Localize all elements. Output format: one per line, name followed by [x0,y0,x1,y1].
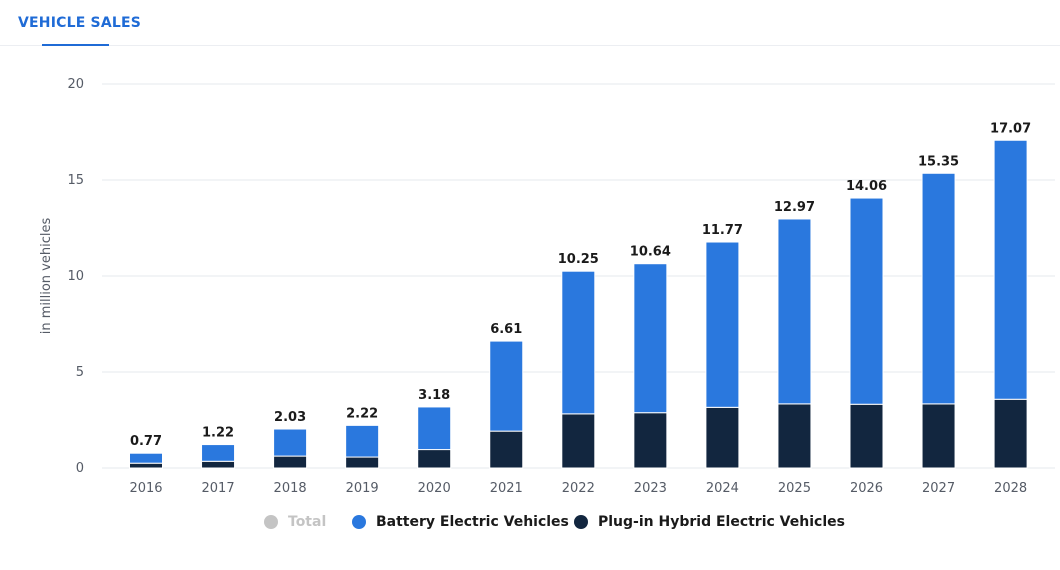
legend-label-plug-in-hybrid: Plug-in Hybrid Electric Vehicles [598,514,845,530]
y-axis-ticks: 0 5 10 15 20 [67,77,84,476]
y-tick-label-20: 20 [67,77,84,92]
x-tick-label-2020: 2020 [418,481,451,496]
bar-phev-2024[interactable] [705,406,740,469]
legend-item-plug-in-hybrid[interactable]: Plug-in Hybrid Electric Vehicles [574,514,845,530]
data-label-total-2021: 6.61 [490,322,522,337]
x-tick-label-2028: 2028 [994,481,1027,496]
data-label-total-2020: 3.18 [418,388,450,403]
bar-bev-2025[interactable] [777,218,812,405]
bar-phev-2021[interactable] [489,430,524,469]
bar-phev-2019[interactable] [345,456,380,469]
bar-bev-2026[interactable] [849,197,884,405]
x-tick-label-2024: 2024 [706,481,739,496]
bar-phev-2020[interactable] [417,449,452,469]
bar-bev-2027[interactable] [921,172,956,405]
bar-phev-2025[interactable] [777,403,812,469]
active-tab-indicator [42,44,109,46]
bar-bev-2028[interactable] [993,139,1028,400]
x-tick-label-2022: 2022 [562,481,595,496]
x-tick-label-2021: 2021 [490,481,523,496]
y-tick-label-10: 10 [67,269,84,284]
legend-label-total: Total [288,514,327,530]
data-label-total-2018: 2.03 [274,410,306,425]
data-label-total-2024: 11.77 [702,223,743,238]
data-label-total-2027: 15.35 [918,154,959,169]
data-label-total-2022: 10.25 [558,252,599,267]
legend-item-total[interactable]: Total [264,514,326,530]
bar-bev-2020[interactable] [417,406,452,451]
y-axis-label: in million vehicles [39,218,54,335]
y-tick-label-0: 0 [76,461,84,476]
chart-header: VEHICLE SALES [0,0,1060,46]
bar-phev-2026[interactable] [849,403,884,469]
legend-dot-plug-in-hybrid-icon [574,515,588,529]
bar-phev-2028[interactable] [993,398,1028,469]
data-labels: 0.77 1.22 2.03 2.22 3.18 6.61 10.25 10.64 11.77 1… [130,121,1031,449]
bar-phev-2023[interactable] [633,412,668,469]
data-label-total-2019: 2.22 [346,406,378,421]
bar-bev-2021[interactable] [489,340,524,432]
data-label-total-2026: 14.06 [846,179,887,194]
tab-vehicle-sales[interactable]: VEHICLE SALES [0,0,159,46]
data-label-total-2023: 10.64 [630,245,671,260]
bar-bev-2023[interactable] [633,263,668,414]
data-label-total-2017: 1.22 [202,426,234,441]
bar-bev-2018[interactable] [273,428,308,457]
x-tick-label-2023: 2023 [634,481,667,496]
vehicle-sales-chart: 0 5 10 15 20 in million vehicles 0.77 1.22 2.0… [39,77,1055,496]
bar-bev-2017[interactable] [201,444,236,462]
chart-legend: Total Battery Electric Vehicles Plug-in … [0,514,1060,540]
bar-bev-2022[interactable] [561,270,596,415]
bar-phev-2016[interactable] [129,462,163,469]
legend-item-battery-electric[interactable]: Battery Electric Vehicles [352,514,569,530]
y-tick-label-5: 5 [76,365,84,380]
x-tick-label-2016: 2016 [129,481,162,496]
tab-vehicle-sales-label: VEHICLE SALES [18,15,142,31]
bars [129,139,1028,469]
data-label-total-2028: 17.07 [990,121,1031,136]
x-tick-label-2027: 2027 [922,481,955,496]
data-label-total-2016: 0.77 [130,434,162,449]
x-tick-label-2025: 2025 [778,481,811,496]
x-tick-label-2017: 2017 [202,481,235,496]
bar-bev-2024[interactable] [705,241,740,408]
bar-phev-2017[interactable] [201,460,236,469]
data-label-total-2025: 12.97 [774,200,815,215]
x-tick-label-2026: 2026 [850,481,883,496]
x-tick-label-2018: 2018 [274,481,307,496]
bar-bev-2016[interactable] [129,452,163,464]
legend-dot-total-icon [264,515,278,529]
x-axis-ticks: 2016 2017 2018 2019 2020 2021 2022 2023 2024 2025… [129,481,1027,496]
bar-phev-2018[interactable] [273,455,308,469]
x-tick-label-2019: 2019 [346,481,379,496]
y-tick-label-15: 15 [67,173,84,188]
legend-dot-battery-electric-icon [352,515,366,529]
legend-label-battery-electric: Battery Electric Vehicles [376,514,569,530]
bar-phev-2022[interactable] [561,413,596,469]
bar-phev-2027[interactable] [921,403,956,469]
bar-bev-2019[interactable] [345,424,380,458]
